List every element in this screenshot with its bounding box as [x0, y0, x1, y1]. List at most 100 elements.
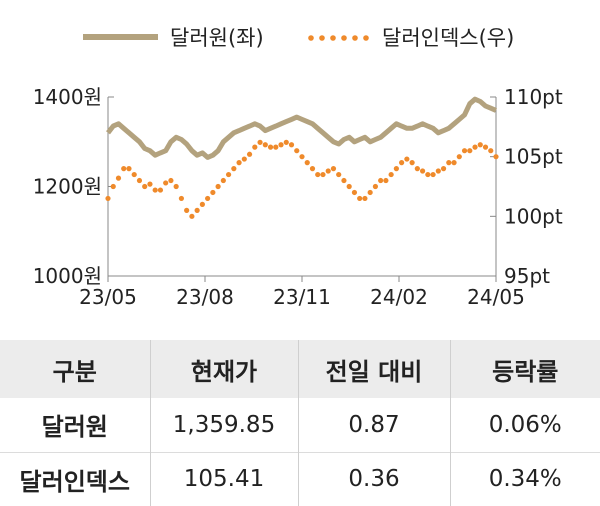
series-point-dxy	[126, 166, 132, 172]
series-point-dxy	[163, 180, 169, 186]
series-point-dxy	[435, 168, 441, 174]
right-tick-label: 110pt	[504, 85, 563, 109]
series-point-dxy	[461, 148, 468, 154]
legend-swatch-dxy-dot	[319, 35, 325, 41]
chart-axes: 1000원 1200원 1400원 95pt 100pt 105pt 110pt 23/05 2…	[33, 85, 563, 309]
series-point-dxy	[351, 189, 358, 196]
legend-swatch-dxy-dot	[352, 35, 358, 41]
series-point-dxy	[178, 195, 185, 202]
legend-swatch-dxy-dot	[308, 35, 314, 41]
series-point-dxy	[357, 195, 363, 202]
series-point-dxy	[325, 168, 331, 174]
legend-label-usdkrw: 달러원(좌)	[170, 26, 264, 50]
header-change-rate: 등락률	[492, 357, 559, 386]
series-point-dxy	[425, 171, 431, 178]
series-point-dxy	[283, 139, 289, 145]
series-point-dxy	[456, 154, 462, 160]
series-point-dxy	[488, 148, 494, 154]
series-point-dxy	[378, 177, 384, 184]
series-point-dxy	[252, 144, 258, 150]
series-point-dxy	[299, 154, 305, 160]
series-point-dxy	[362, 195, 368, 202]
legend: 달러원(좌) 달러인덱스(우)	[83, 26, 514, 50]
series-point-dxy	[330, 166, 337, 172]
series-point-dxy	[320, 171, 326, 178]
left-tick-label: 1200원	[33, 175, 102, 199]
series-point-dxy	[367, 189, 373, 196]
change-rate-cell: 0.06%	[488, 411, 562, 438]
series-point-dxy	[105, 195, 111, 202]
series-point-dxy	[210, 189, 216, 196]
series-point-dxy	[262, 142, 268, 148]
series-point-dxy	[110, 183, 116, 190]
series-point-dxy	[467, 148, 473, 154]
right-tick-label: 100pt	[504, 204, 563, 228]
right-tick-label: 105pt	[504, 145, 563, 169]
series-line-usdkrw	[106, 96, 497, 160]
series-point-dxy	[451, 160, 457, 166]
series-point-dxy	[419, 168, 426, 174]
series-point-dxy	[482, 144, 489, 150]
series-point-dxy	[267, 144, 274, 150]
row-label: 달러원	[0, 398, 151, 452]
series-point-dxy	[346, 183, 352, 190]
table-header-row: 구분 현재가 전일 대비 등락률	[0, 340, 600, 398]
table-row: 달러인덱스 105.41 0.36 0.34%	[0, 452, 600, 506]
series-point-dxy	[372, 183, 379, 190]
series-point-dxy	[231, 166, 237, 172]
series-point-dxy	[121, 166, 127, 172]
series-point-dxy	[246, 151, 253, 157]
series-point-dxy	[315, 171, 321, 178]
series-point-dxy	[131, 171, 137, 178]
series-point-dxy	[215, 183, 221, 190]
series-point-dxy	[304, 160, 310, 166]
series-point-dxy	[440, 166, 447, 172]
x-tick-label: 23/05	[79, 285, 137, 309]
x-tick-label: 23/11	[273, 285, 331, 309]
series-point-dxy	[136, 177, 143, 184]
left-tick-label: 1000원	[33, 264, 102, 288]
series-point-dxy	[273, 144, 279, 150]
series-point-dxy	[388, 171, 394, 178]
series-point-dxy	[257, 139, 263, 145]
series-point-dxy	[184, 207, 190, 213]
series-point-dxy	[472, 144, 478, 150]
series-point-dxy	[147, 181, 153, 187]
series-point-dxy	[236, 160, 242, 166]
legend-swatch-dxy-dot	[330, 35, 336, 41]
current-price-cell: 105.41	[150, 452, 299, 506]
series-point-dxy	[336, 171, 342, 178]
right-tick-label: 95pt	[504, 264, 550, 288]
series-point-dxy	[194, 207, 200, 213]
series-point-dxy	[189, 213, 195, 219]
series-point-dxy	[446, 160, 452, 166]
series-point-dxy	[278, 142, 284, 148]
daily-change-cell: 0.36	[298, 452, 451, 506]
series-point-dxy	[220, 177, 226, 184]
x-tick-label: 24/02	[370, 285, 428, 309]
series-point-dxy	[294, 148, 300, 154]
left-tick-label: 1400원	[33, 85, 102, 109]
series-point-dxy	[115, 175, 122, 181]
series-point-dxy	[399, 160, 405, 166]
row-label: 달러인덱스	[0, 452, 151, 506]
series-point-dxy	[173, 183, 179, 190]
series-point-dxy	[430, 171, 436, 178]
x-tick-label: 24/05	[467, 285, 525, 309]
table-row: 달러원 1,359.85 0.87 0.06%	[0, 398, 600, 452]
series-point-dxy	[205, 195, 211, 202]
header-current-price: 현재가	[150, 340, 299, 398]
legend-swatch-dxy-dot	[341, 35, 347, 41]
x-tick-label: 23/08	[176, 285, 234, 309]
daily-change-cell: 0.87	[298, 398, 451, 452]
series-point-dxy	[414, 166, 420, 172]
series-point-dxy	[225, 171, 232, 178]
series-point-dxy	[157, 187, 164, 193]
series-point-dxy	[404, 156, 410, 162]
legend-label-dxy: 달러인덱스(우)	[382, 26, 514, 50]
series-point-dxy	[168, 177, 174, 184]
header-daily-change: 전일 대비	[298, 340, 451, 398]
series-point-dxy	[493, 154, 499, 160]
exchange-rate-chart: 달러원(좌) 달러인덱스(우) 1000원1200원1400원95pt100pt1…	[33, 26, 563, 309]
